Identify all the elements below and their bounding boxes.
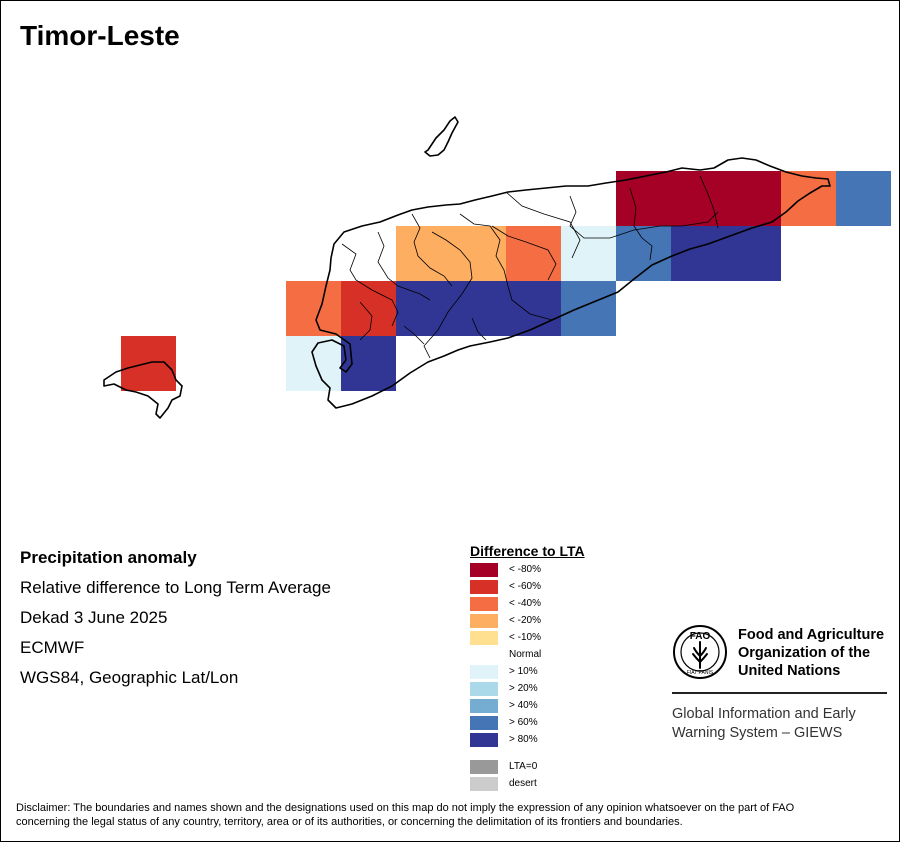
legend-swatch [470, 614, 498, 628]
grid-cell [836, 171, 891, 226]
legend-label: Normal [509, 649, 542, 660]
period-label: Dekad 3 June 2025 [20, 608, 168, 627]
org-name-line2: Organization of the [738, 645, 871, 661]
legend-label: < -60% [509, 581, 541, 592]
country-outline [103, 116, 831, 419]
main-territory-outline [311, 157, 831, 409]
grid-cell [726, 226, 781, 281]
anomaly-grid [121, 171, 891, 391]
atauro-island [424, 116, 459, 157]
legend-item: < -10% [470, 631, 610, 645]
grid-cell [451, 281, 506, 336]
source-label: ECMWF [20, 638, 85, 657]
legend-item: < -20% [470, 614, 610, 628]
map-title: Timor-Leste [20, 20, 180, 51]
svg-text:FIAT PANIS: FIAT PANIS [687, 670, 714, 676]
legend-swatch [470, 665, 498, 679]
grid-cell [451, 226, 506, 281]
legend-item: > 60% [470, 716, 610, 730]
legend-item: > 20% [470, 682, 610, 696]
legend-title: Difference to LTA [470, 543, 585, 559]
legend-item: desert [470, 777, 610, 791]
legend-swatch [470, 699, 498, 713]
grid-cell [286, 336, 341, 391]
organization-name: Food and Agriculture Organization of the… [738, 626, 884, 680]
giews-line1: Global Information and Early [672, 706, 856, 722]
legend-swatch [470, 760, 498, 774]
legend-label: > 60% [509, 717, 538, 728]
oecusse-outline [103, 361, 183, 419]
projection-label: WGS84, Geographic Lat/Lon [20, 668, 239, 687]
legend-item: < -40% [470, 597, 610, 611]
giews-label: Global Information and Early Warning Sys… [672, 705, 856, 743]
legend-label: > 40% [509, 700, 538, 711]
org-name-line3: United Nations [738, 663, 841, 679]
grid-cell [616, 171, 671, 226]
legend-item: LTA=0 [470, 760, 610, 774]
grid-cell [396, 281, 451, 336]
legend-item: < -80% [470, 563, 610, 577]
disclaimer: Disclaimer: The boundaries and names sho… [16, 801, 886, 829]
disclaimer-line1: Disclaimer: The boundaries and names sho… [16, 802, 795, 814]
grid-cell [506, 226, 561, 281]
grid-cell [561, 281, 616, 336]
grid-cell [506, 281, 561, 336]
legend-swatch [470, 597, 498, 611]
disclaimer-line2: concerning the legal status of any count… [16, 816, 683, 828]
grid-cell [616, 226, 671, 281]
grid-cell [781, 171, 836, 226]
divider [672, 692, 887, 694]
legend-item: > 10% [470, 665, 610, 679]
district-boundaries [341, 175, 719, 359]
legend-label: < -10% [509, 632, 541, 643]
variable-label: Precipitation anomaly [20, 548, 197, 567]
legend-label: > 80% [509, 734, 538, 745]
fao-logo: FAO FIAT PANIS [673, 625, 727, 679]
legend-label: desert [509, 778, 537, 789]
org-name-line1: Food and Agriculture [738, 627, 885, 643]
grid-cell [561, 226, 616, 281]
legend-item: > 40% [470, 699, 610, 713]
legend-item: Normal [470, 648, 610, 662]
legend-item: < -60% [470, 580, 610, 594]
legend-item: > 80% [470, 733, 610, 747]
legend-swatch [470, 733, 498, 747]
legend-swatch [470, 716, 498, 730]
legend-swatch [470, 580, 498, 594]
svg-text:FAO: FAO [690, 631, 711, 642]
legend-label: > 20% [509, 683, 538, 694]
grid-cell [341, 281, 396, 336]
legend-label: > 10% [509, 666, 538, 677]
grid-cell [286, 281, 341, 336]
legend-swatch [470, 631, 498, 645]
grid-cell [726, 171, 781, 226]
grid-cell [671, 171, 726, 226]
legend-swatch [470, 648, 498, 662]
legend-label: < -80% [509, 564, 541, 575]
legend-label: < -40% [509, 598, 541, 609]
description-label: Relative difference to Long Term Average [20, 578, 331, 597]
grid-cell [396, 226, 451, 281]
giews-line2: Warning System – GIEWS [672, 725, 843, 741]
legend-label: LTA=0 [509, 761, 538, 772]
legend-swatch [470, 563, 498, 577]
legend-swatch [470, 682, 498, 696]
legend-label: < -20% [509, 615, 541, 626]
legend-swatch [470, 777, 498, 791]
